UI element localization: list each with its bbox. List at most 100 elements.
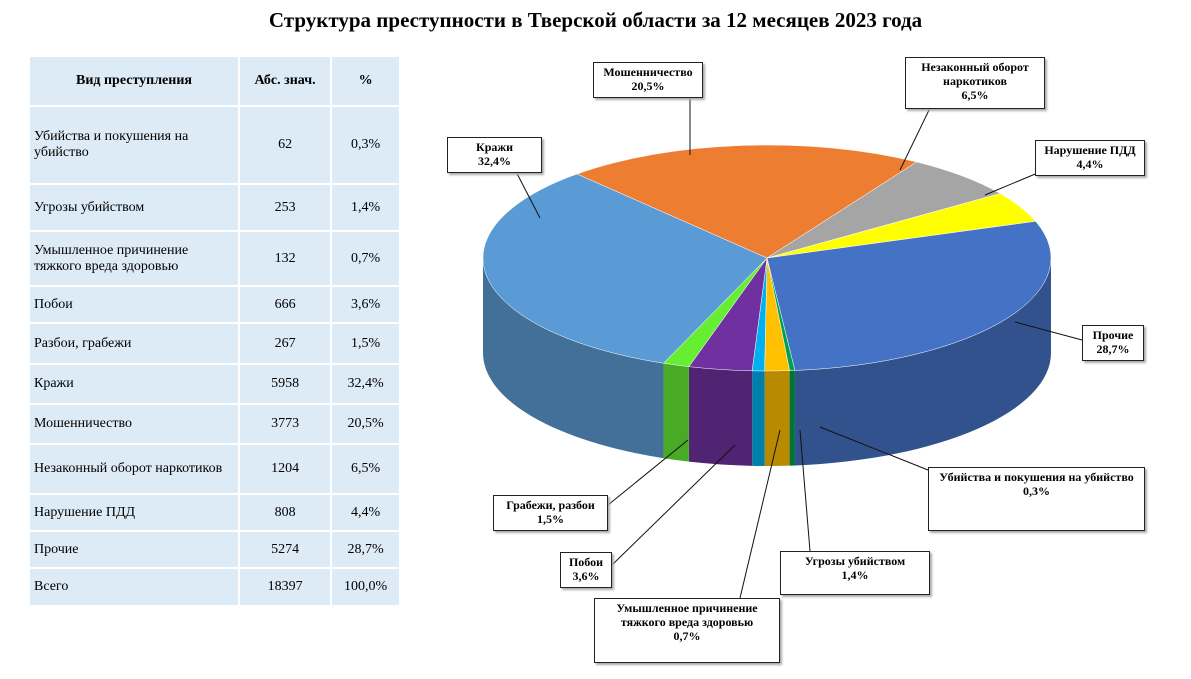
- table-row: Всего 18397 100,0%: [28, 567, 401, 607]
- table-row: Убийства и покушения на убийство 62 0,3%: [28, 105, 401, 185]
- slice: [576, 144, 918, 259]
- table-cell: Побои: [28, 285, 240, 324]
- table-cell: 18397: [237, 567, 333, 607]
- callout-name: Нарушение ПДД: [1044, 143, 1136, 157]
- callout: Незаконный оборот наркотиков 6,5%: [905, 57, 1045, 109]
- callout-value: 3,6%: [572, 569, 600, 583]
- callout-value: 1,5%: [537, 512, 564, 526]
- table-cell: 267: [237, 322, 333, 365]
- leader-line: [607, 439, 689, 506]
- callout-value: 32,4%: [478, 154, 511, 168]
- table-cell: 666: [237, 285, 333, 324]
- slice-side: [663, 363, 689, 462]
- leader-line: [799, 429, 811, 552]
- table-cell: Кражи: [28, 363, 240, 405]
- slice-side: [764, 370, 790, 467]
- leader-line: [984, 171, 1041, 196]
- table-cell: 0,7%: [330, 230, 401, 287]
- table-cell: 132: [237, 230, 333, 287]
- table-cell: Всего: [28, 567, 240, 607]
- leader-line: [819, 426, 929, 471]
- header-cell: Абс. знач.: [237, 55, 333, 107]
- table-cell: 100,0%: [330, 567, 401, 607]
- table-row: Прочие 5274 28,7%: [28, 530, 401, 569]
- table-row: Мошенничество 3773 20,5%: [28, 403, 401, 445]
- slice-side: [789, 370, 795, 466]
- table-cell: 1,4%: [330, 183, 401, 232]
- callout: Нарушение ПДД 4,4%: [1035, 140, 1145, 176]
- table-cell: Угрозы убийством: [28, 183, 240, 232]
- table-cell: 0,3%: [330, 105, 401, 185]
- table-cell: 4,4%: [330, 493, 401, 532]
- leader-line: [1014, 321, 1083, 341]
- leader-line: [611, 444, 736, 566]
- table-cell: 20,5%: [330, 403, 401, 445]
- callout-name: Умышленное причинение тяжкого вреда здор…: [616, 601, 758, 629]
- page-title: Структура преступности в Тверской област…: [268, 8, 923, 32]
- callout-name: Грабежи, разбои: [506, 498, 595, 512]
- callout-name: Убийства и покушения на убийство: [939, 470, 1134, 484]
- table-cell: 5274: [237, 530, 333, 569]
- table-row: Умышленное причинение тяжкого вреда здор…: [28, 230, 401, 287]
- slice-side: [483, 258, 664, 459]
- crime-table: Вид преступления Абс. знач.% Убийства и п…: [28, 55, 401, 607]
- table-cell: 253: [237, 183, 333, 232]
- table-cell: 32,4%: [330, 363, 401, 405]
- callout-name: Кражи: [476, 140, 513, 154]
- callout-value: 28,7%: [1096, 342, 1130, 356]
- callout-value: 4,4%: [1076, 157, 1104, 171]
- callout-name: Побои: [568, 555, 604, 569]
- table-cell: 6,5%: [330, 443, 401, 495]
- table-cell: 5958: [237, 363, 333, 405]
- table-cell: Разбои, грабежи: [28, 322, 240, 365]
- callout: Прочие 28,7%: [1082, 325, 1144, 361]
- header-row: Вид преступления Абс. знач.%: [28, 55, 401, 107]
- callout: Умышленное причинение тяжкого вреда здор…: [594, 598, 780, 663]
- table-body: Убийства и покушения на убийство 62 0,3% Уг…: [28, 105, 401, 607]
- table-row: Угрозы убийством 253 1,4%: [28, 183, 401, 232]
- callout: Грабежи, разбои 1,5%: [493, 495, 608, 531]
- slice: [766, 221, 1052, 371]
- slice-side: [688, 366, 753, 466]
- slice: [482, 173, 768, 364]
- table-cell: 3773: [237, 403, 333, 445]
- callout: Побои 3,6%: [560, 552, 612, 588]
- callout-value: 1,4%: [841, 568, 869, 582]
- table-row: Незаконный оборот наркотиков 1204 6,5%: [28, 443, 401, 495]
- table-row: Побои 666 3,6%: [28, 285, 401, 324]
- leader-line: [739, 429, 781, 599]
- callout: Кражи 32,4%: [447, 137, 542, 173]
- table-cell: Прочие: [28, 530, 240, 569]
- header-cell: Вид преступления: [28, 55, 240, 107]
- table-cell: Незаконный оборот наркотиков: [28, 443, 240, 495]
- callout-value: 6,5%: [961, 88, 989, 102]
- table-cell: 62: [237, 105, 333, 185]
- callout-value: 0,7%: [673, 629, 701, 643]
- slice-side: [794, 258, 1051, 466]
- table-cell: 28,7%: [330, 530, 401, 569]
- callout: Убийства и покушения на убийство 0,3%: [928, 467, 1145, 531]
- callout-value: 20,5%: [631, 79, 665, 93]
- table-cell: Нарушение ПДД: [28, 493, 240, 532]
- table-cell: 1,5%: [330, 322, 401, 365]
- table-cell: Умышленное причинение тяжкого вреда здор…: [28, 230, 240, 287]
- table-row: Разбои, грабежи 267 1,5%: [28, 322, 401, 365]
- table-row: Нарушение ПДД 808 4,4%: [28, 493, 401, 532]
- callout-name: Угрозы убийством: [804, 554, 906, 568]
- table-cell: 808: [237, 493, 333, 532]
- table-cell: Мошенничество: [28, 403, 240, 445]
- header-cell: %: [330, 55, 401, 107]
- slice-side: [752, 370, 765, 466]
- table-cell: 3,6%: [330, 285, 401, 324]
- callout: Угрозы убийством 1,4%: [780, 551, 930, 595]
- callout: Мошенничество 20,5%: [593, 62, 703, 98]
- slice: [766, 161, 1001, 259]
- table-cell: Убийства и покушения на убийство: [28, 105, 240, 185]
- table-row: Кражи 5958 32,4%: [28, 363, 401, 405]
- callout-name: Незаконный оборот наркотиков: [921, 60, 1029, 88]
- table-cell: 1204: [237, 443, 333, 495]
- callout-name: Мошенничество: [603, 65, 693, 79]
- callout-name: Прочие: [1092, 328, 1134, 342]
